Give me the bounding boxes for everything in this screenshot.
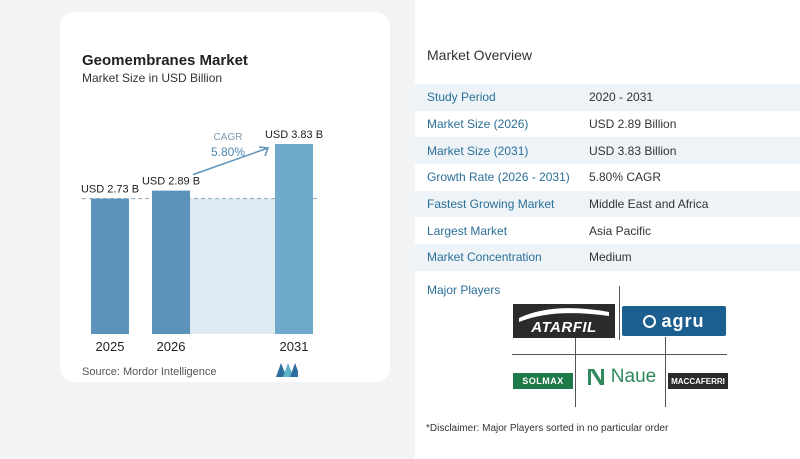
- bar: [91, 198, 129, 334]
- overview-row: Study Period 2020 - 2031: [415, 84, 800, 111]
- row-label: Study Period: [427, 90, 496, 105]
- category-label: 2026: [157, 339, 186, 354]
- naue-wordmark: Naue: [610, 366, 657, 387]
- chart-subtitle: Market Size in USD Billion: [82, 71, 223, 85]
- row-value: USD 3.83 Billion: [589, 143, 677, 158]
- logo-divider: [619, 286, 620, 340]
- logo-divider: [665, 337, 666, 407]
- source-text: Source: Mordor Intelligence: [82, 366, 217, 378]
- row-value: Medium: [589, 250, 632, 265]
- overview-title: Market Overview: [427, 47, 533, 63]
- maccaferri-logo: MACCAFERRI: [668, 373, 728, 389]
- logo-divider: [512, 354, 727, 355]
- chart-card: Geomembranes Market Market Size in USD B…: [60, 12, 390, 382]
- bar: [275, 144, 313, 334]
- agru-logo: agru: [622, 306, 726, 336]
- overview-row: Fastest Growing Market Middle East and A…: [415, 190, 800, 218]
- solmax-logo: SOLMAX: [513, 373, 573, 389]
- row-label: Fastest Growing Market: [427, 197, 555, 212]
- category-label: 2031: [280, 339, 309, 354]
- overview-row: Market Size (2026) USD 2.89 Billion: [415, 111, 800, 138]
- row-value: Asia Pacific: [589, 223, 652, 238]
- growth-shade: [190, 198, 275, 334]
- bar-value-label: USD 3.83 B: [265, 129, 323, 141]
- agru-wordmark: agru: [661, 310, 705, 331]
- major-players-title: Major Players: [427, 283, 501, 297]
- row-value: USD 2.89 Billion: [589, 117, 677, 132]
- cagr-arrow: [192, 147, 269, 176]
- row-label: Growth Rate (2026 - 2031): [427, 170, 570, 185]
- maccaferri-wordmark: MACCAFERRI: [671, 376, 725, 386]
- overview-row: Market Size (2031) USD 3.83 Billion: [415, 137, 800, 165]
- row-value: 2020 - 2031: [589, 90, 654, 105]
- bar-value-label: USD 2.89 B: [142, 176, 200, 188]
- chart-title: Geomembranes Market: [82, 52, 248, 69]
- atarfil-wordmark: ATARFIL: [531, 318, 597, 336]
- logo-divider: [575, 337, 576, 407]
- overview-row: Market Concentration Medium: [415, 244, 800, 271]
- overview-table: Study Period 2020 - 2031 Market Size (20…: [415, 84, 800, 271]
- row-value: 5.80% CAGR: [589, 170, 662, 185]
- naue-logo: Naue: [579, 362, 663, 392]
- disclaimer-text: *Disclaimer: Major Players sorted in no …: [426, 423, 669, 434]
- bar-value-label: USD 2.73 B: [81, 184, 139, 196]
- row-value: Middle East and Africa: [589, 197, 709, 212]
- naue-mark-icon: [587, 369, 604, 385]
- market-overview-panel: Market Overview Study Period 2020 - 2031…: [415, 0, 800, 459]
- cagr-label: CAGR: [214, 132, 243, 143]
- agru-circle-icon: [643, 314, 657, 328]
- row-label: Market Size (2026): [427, 117, 529, 132]
- row-label: Largest Market: [427, 223, 508, 238]
- bar-chart: USD 2.73 B 2025 USD 2.89 B 2026 USD 3.83 B 20…: [81, 129, 323, 354]
- overview-row: Growth Rate (2026 - 2031) 5.80% CAGR: [415, 164, 800, 191]
- bar: [152, 190, 190, 334]
- atarfil-swoosh-icon: [519, 308, 609, 322]
- mordor-logo-icon: [276, 363, 298, 377]
- category-label: 2025: [96, 339, 125, 354]
- atarfil-logo: ATARFIL: [513, 304, 615, 338]
- overview-row: Largest Market Asia Pacific: [415, 217, 800, 244]
- row-label: Market Size (2031): [427, 143, 529, 158]
- cagr-value: 5.80%: [211, 145, 245, 159]
- row-label: Market Concentration: [427, 250, 542, 265]
- solmax-wordmark: SOLMAX: [522, 376, 564, 386]
- cagr-arrowhead-icon: [258, 146, 270, 157]
